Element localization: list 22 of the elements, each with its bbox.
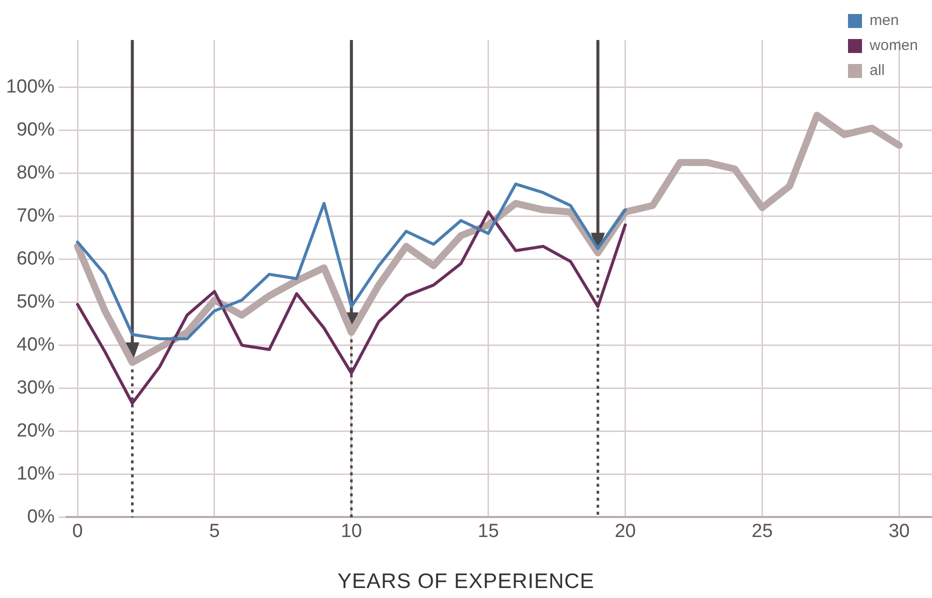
y-tick-label: 80% [16,162,55,184]
x-tick-label: 20 [614,520,636,542]
x-tick-label: 15 [478,520,499,542]
y-tick-label: 100% [6,76,55,98]
y-tick-label: 0% [27,506,55,528]
x-axis-title: YEARS OF EXPERIENCE [336,570,596,594]
y-tick-label: 40% [16,334,55,356]
y-tick-label: 30% [16,377,55,398]
y-tick-label: 50% [16,291,55,312]
x-tick-label: 5 [209,520,220,542]
legend-label: all [870,62,885,79]
y-tick-label: 60% [16,248,55,270]
x-tick-label: 25 [752,520,773,542]
legend-label: women [870,37,918,54]
legend-label: men [870,12,899,29]
x-tick-label: 30 [888,520,910,542]
x-tick-label: 10 [340,520,362,542]
x-tick-label: 0 [72,520,83,542]
y-tick-label: 20% [16,420,55,442]
y-tick-label: 90% [16,120,55,141]
y-tick-label: 10% [16,463,55,484]
y-tick-label: 70% [16,205,55,226]
